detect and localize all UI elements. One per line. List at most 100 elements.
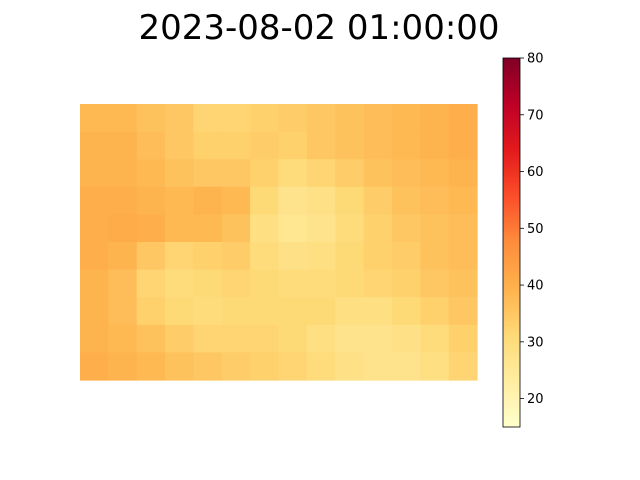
heatmap-cell bbox=[391, 269, 421, 298]
heatmap-cell bbox=[306, 242, 336, 271]
heatmap-cell bbox=[136, 324, 166, 353]
heatmap-cell bbox=[193, 269, 223, 298]
heatmap-cell bbox=[448, 297, 478, 326]
heatmap-cell bbox=[108, 131, 138, 160]
heatmap-cell bbox=[420, 214, 450, 243]
heatmap-cell bbox=[278, 269, 308, 298]
heatmap-cell bbox=[363, 324, 393, 353]
heatmap-cell bbox=[165, 324, 195, 353]
heatmap-cell bbox=[108, 352, 138, 381]
heatmap-cell bbox=[306, 324, 336, 353]
heatmap-cell bbox=[278, 131, 308, 160]
heatmap-cell bbox=[108, 324, 138, 353]
heatmap-cell bbox=[278, 324, 308, 353]
heatmap-cell bbox=[80, 186, 109, 215]
heatmap-cell bbox=[391, 186, 421, 215]
heatmap-cell bbox=[306, 297, 336, 326]
heatmap-cell bbox=[448, 269, 478, 298]
heatmap-cell bbox=[80, 131, 109, 160]
heatmap-cell bbox=[420, 297, 450, 326]
heatmap-cell bbox=[108, 159, 138, 188]
heatmap-cell bbox=[420, 104, 450, 133]
heatmap-cell bbox=[108, 242, 138, 271]
heatmap-cell bbox=[363, 269, 393, 298]
heatmap-cell bbox=[80, 352, 109, 381]
heatmap-cell bbox=[193, 159, 223, 188]
heatmap-cell bbox=[420, 242, 450, 271]
heatmap-cell bbox=[448, 324, 478, 353]
heatmap-cell bbox=[165, 159, 195, 188]
heatmap-cell bbox=[136, 352, 166, 381]
heatmap-cell bbox=[306, 214, 336, 243]
heatmap-cell bbox=[391, 352, 421, 381]
heatmap-cell bbox=[165, 269, 195, 298]
heatmap-cell bbox=[108, 104, 138, 133]
heatmap-cell bbox=[250, 352, 280, 381]
heatmap-cell bbox=[420, 131, 450, 160]
heatmap-cell bbox=[335, 352, 365, 381]
heatmap-cell bbox=[306, 104, 336, 133]
heatmap-cell bbox=[221, 186, 251, 215]
heatmap-cell bbox=[391, 131, 421, 160]
heatmap-cell bbox=[278, 186, 308, 215]
heatmap-cell bbox=[250, 297, 280, 326]
colorbar-tick-label: 20 bbox=[527, 392, 544, 407]
colorbar-tick-label: 70 bbox=[527, 108, 544, 123]
heatmap-cell bbox=[193, 104, 223, 133]
heatmap-cell bbox=[221, 214, 251, 243]
heatmap-cell bbox=[80, 324, 109, 353]
heatmap-cell bbox=[136, 131, 166, 160]
heatmap-cell bbox=[136, 214, 166, 243]
heatmap-cell bbox=[136, 186, 166, 215]
heatmap-cell bbox=[250, 186, 280, 215]
heatmap-cell bbox=[306, 269, 336, 298]
heatmap-cell bbox=[335, 104, 365, 133]
heatmap-cell bbox=[250, 324, 280, 353]
heatmap-cell bbox=[420, 159, 450, 188]
heatmap-cell bbox=[108, 269, 138, 298]
heatmap-cell bbox=[335, 131, 365, 160]
colorbar-tick-label: 50 bbox=[527, 222, 544, 237]
heatmap-cell bbox=[335, 214, 365, 243]
heatmap-cell bbox=[165, 104, 195, 133]
heatmap-cell bbox=[391, 159, 421, 188]
heatmap-cell bbox=[363, 186, 393, 215]
heatmap-cell bbox=[335, 159, 365, 188]
heatmap-cell bbox=[165, 242, 195, 271]
heatmap-cell bbox=[363, 159, 393, 188]
heatmap-cell bbox=[278, 297, 308, 326]
heatmap-cell bbox=[250, 131, 280, 160]
heatmap-cell bbox=[448, 131, 478, 160]
colorbar-ticks: 20 30 40 50 60 70 80 bbox=[520, 52, 544, 407]
heatmap-cell bbox=[80, 214, 109, 243]
heatmap-cell bbox=[108, 214, 138, 243]
colorbar-tick-label: 40 bbox=[527, 279, 544, 294]
heatmap-cell bbox=[335, 297, 365, 326]
heatmap-cell bbox=[221, 324, 251, 353]
heatmap-cell bbox=[250, 159, 280, 188]
heatmap-cell bbox=[448, 104, 478, 133]
heatmap-cell bbox=[221, 352, 251, 381]
heatmap-cell bbox=[193, 242, 223, 271]
heatmap-cell bbox=[363, 297, 393, 326]
heatmap-cell bbox=[278, 104, 308, 133]
heatmap-cell bbox=[165, 297, 195, 326]
heatmap-cell bbox=[420, 324, 450, 353]
heatmap-cell bbox=[363, 352, 393, 381]
heatmap-cell bbox=[165, 131, 195, 160]
heatmap-cell bbox=[306, 131, 336, 160]
heatmap-cell bbox=[165, 352, 195, 381]
heatmap-cell bbox=[193, 297, 223, 326]
heatmap-grid bbox=[80, 104, 478, 381]
heatmap-cell bbox=[278, 352, 308, 381]
heatmap-cell bbox=[391, 324, 421, 353]
heatmap-cell bbox=[448, 186, 478, 215]
heatmap-cell bbox=[193, 324, 223, 353]
heatmap-cell bbox=[80, 269, 109, 298]
heatmap-cell bbox=[136, 104, 166, 133]
heatmap-cell bbox=[80, 104, 109, 133]
colorbar-tick-label: 80 bbox=[527, 52, 544, 67]
heatmap-cell bbox=[193, 186, 223, 215]
heatmap-cell bbox=[221, 104, 251, 133]
